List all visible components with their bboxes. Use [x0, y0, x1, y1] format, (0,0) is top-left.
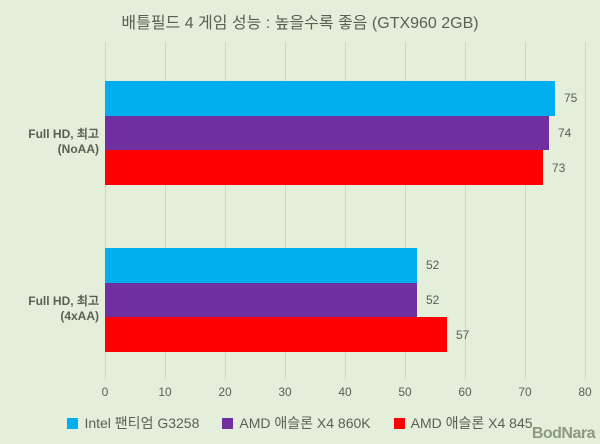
x-gridline — [224, 42, 226, 379]
data-bar — [105, 248, 417, 283]
legend-label: Intel 팬티엄 G3258 — [84, 415, 200, 431]
x-gridline — [404, 42, 406, 379]
legend-item: AMD 애슬론 X4 845 — [393, 413, 533, 433]
chart-legend: Intel 팬티엄 G3258 AMD 애슬론 X4 860K AMD 애슬론 X4… — [0, 413, 600, 433]
data-bar — [105, 150, 543, 185]
watermark-logo: BodNara — [531, 425, 596, 442]
legend-label: AMD 애슬론 X4 845 — [410, 415, 533, 431]
data-bar — [105, 282, 417, 318]
x-tick-label: 50 — [398, 385, 412, 399]
x-tick-label: 60 — [458, 385, 472, 399]
x-gridline — [524, 42, 526, 379]
data-bar — [105, 81, 555, 116]
bar-value-label: 75 — [564, 91, 578, 106]
legend-swatch-icon — [67, 417, 79, 429]
x-tick-label: 10 — [158, 385, 172, 399]
x-gridline — [464, 42, 466, 379]
legend-item: AMD 애슬론 X4 860K — [222, 413, 371, 433]
legend-label: AMD 애슬론 X4 860K — [239, 415, 371, 431]
x-gridline — [584, 42, 586, 379]
x-tick-label: 20 — [218, 385, 232, 399]
data-bar — [105, 115, 549, 151]
x-tick-label: 80 — [578, 385, 592, 399]
category-label: Full HD, 최고(NoAA) — [28, 126, 99, 156]
legend-swatch-icon — [393, 417, 405, 429]
x-gridline — [284, 42, 286, 379]
x-tick-label: 70 — [518, 385, 532, 399]
bar-value-label: 52 — [426, 258, 440, 273]
x-tick-label: 30 — [278, 385, 292, 399]
legend-swatch-icon — [222, 417, 234, 429]
x-tick-label: 40 — [338, 385, 352, 399]
bar-value-label: 57 — [456, 327, 470, 342]
chart-title: 배틀필드 4 게임 성능 : 높을수록 좋음 (GTX960 2GB) — [121, 15, 479, 32]
bar-value-label: 73 — [552, 160, 566, 175]
x-gridline — [164, 42, 166, 379]
bar-value-label: 52 — [426, 292, 440, 307]
x-tick-label: 0 — [101, 385, 109, 399]
x-gridline — [344, 42, 346, 379]
category-label: Full HD, 최고(4xAA) — [28, 293, 99, 323]
x-gridline — [104, 42, 106, 379]
bar-value-label: 74 — [558, 125, 572, 140]
data-bar — [105, 317, 447, 352]
legend-item: Intel 팬티엄 G3258 — [67, 413, 199, 433]
